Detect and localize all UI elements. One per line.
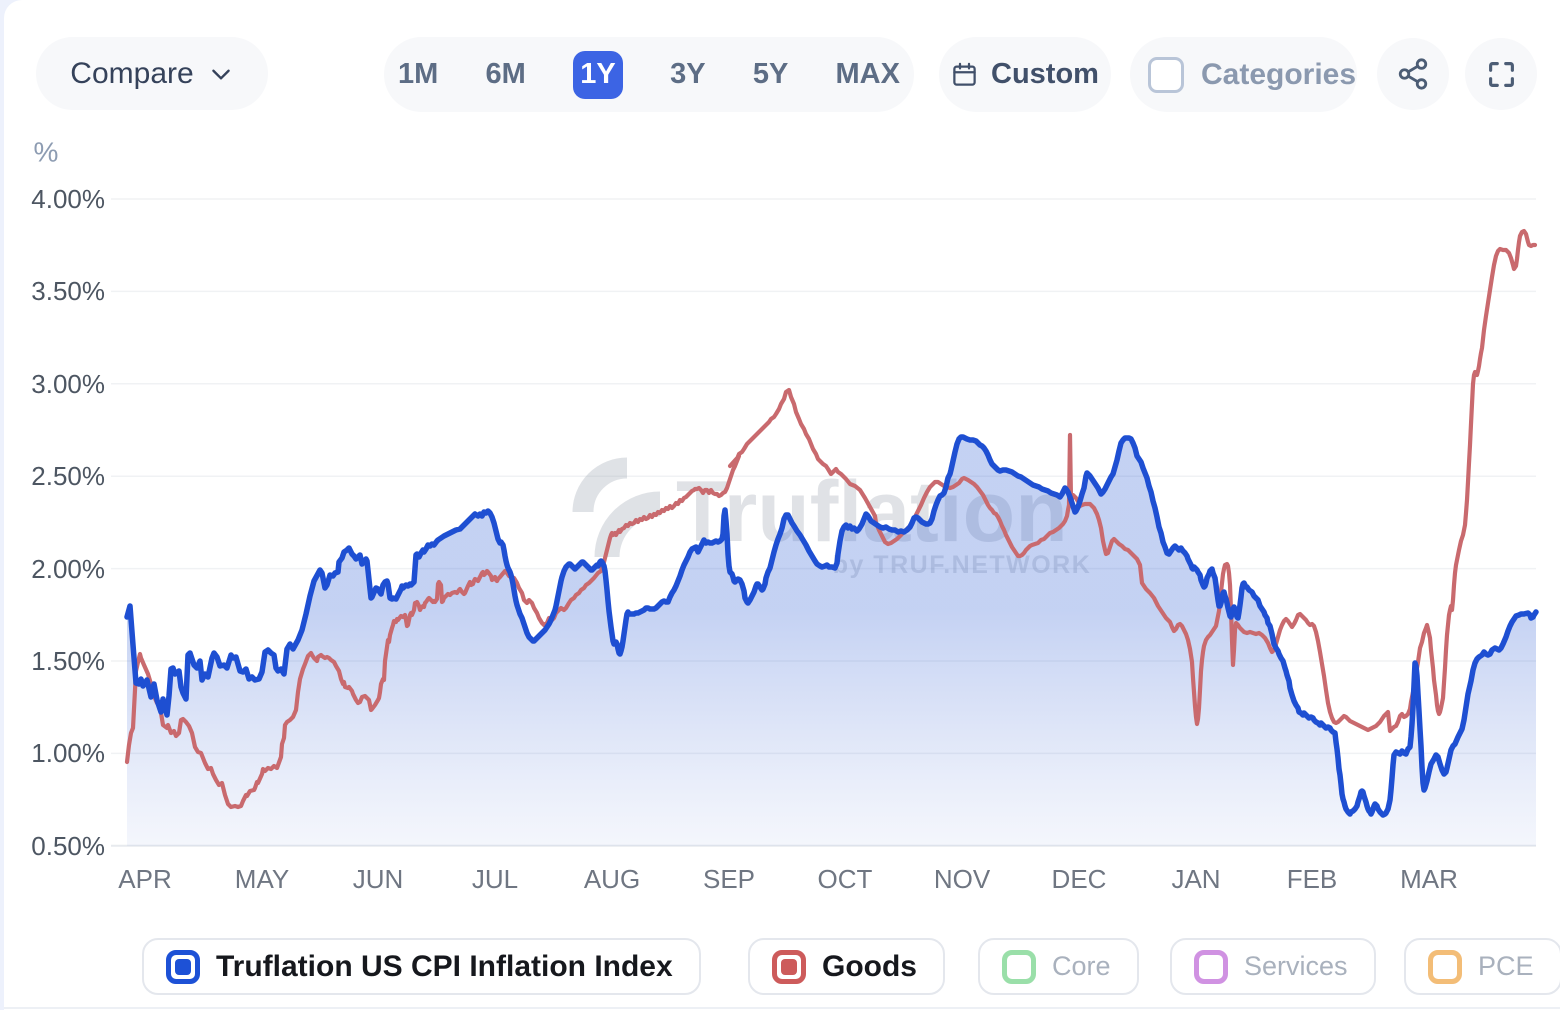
svg-text:OCT: OCT <box>818 864 873 894</box>
svg-text:MAR: MAR <box>1400 864 1458 894</box>
svg-text:1.50%: 1.50% <box>31 646 105 676</box>
svg-text:MAY: MAY <box>235 864 289 894</box>
svg-text:SEP: SEP <box>703 864 755 894</box>
svg-text:2.00%: 2.00% <box>31 554 105 584</box>
svg-text:APR: APR <box>118 864 171 894</box>
svg-text:1.00%: 1.00% <box>31 738 105 768</box>
svg-text:DEC: DEC <box>1052 864 1107 894</box>
svg-text:4.00%: 4.00% <box>31 184 105 214</box>
svg-text:JUL: JUL <box>472 864 518 894</box>
svg-text:2.50%: 2.50% <box>31 461 105 491</box>
svg-text:3.50%: 3.50% <box>31 276 105 306</box>
svg-text:0.50%: 0.50% <box>31 831 105 861</box>
svg-text:NOV: NOV <box>934 864 991 894</box>
svg-text:FEB: FEB <box>1287 864 1338 894</box>
svg-text:AUG: AUG <box>584 864 640 894</box>
svg-text:JAN: JAN <box>1171 864 1220 894</box>
svg-text:JUN: JUN <box>353 864 404 894</box>
svg-text:3.00%: 3.00% <box>31 369 105 399</box>
svg-text:%: % <box>34 137 59 168</box>
